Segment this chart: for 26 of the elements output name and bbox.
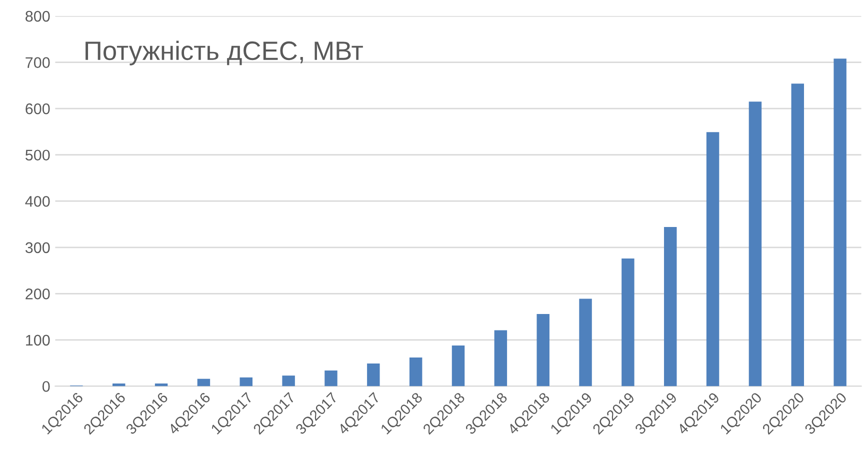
y-tick-label: 700 bbox=[26, 57, 50, 68]
bar bbox=[622, 258, 634, 386]
bar bbox=[452, 345, 465, 386]
bar bbox=[240, 377, 252, 386]
y-tick-label: 400 bbox=[25, 196, 50, 207]
y-tick-label: 200 bbox=[26, 288, 50, 300]
bar bbox=[748, 102, 762, 386]
bar bbox=[367, 364, 380, 386]
bar bbox=[706, 132, 720, 386]
bar bbox=[197, 378, 210, 386]
bar bbox=[324, 370, 338, 386]
bar bbox=[834, 58, 846, 386]
y-tick-label: 600 bbox=[26, 103, 50, 114]
y-tick-label: 300 bbox=[25, 242, 50, 254]
y-tick-label: 0 bbox=[42, 381, 50, 392]
bar bbox=[791, 84, 804, 386]
y-tick-label: 100 bbox=[26, 334, 50, 346]
bar bbox=[664, 227, 677, 386]
bar bbox=[536, 314, 550, 386]
y-tick-label: 500 bbox=[25, 150, 50, 161]
text: Потужність дСЕС, МВт bbox=[86, 40, 363, 66]
y-tick-label: 800 bbox=[26, 10, 50, 22]
bar bbox=[409, 358, 422, 386]
bar bbox=[282, 376, 295, 386]
bar bbox=[579, 298, 592, 386]
bar bbox=[494, 330, 508, 386]
